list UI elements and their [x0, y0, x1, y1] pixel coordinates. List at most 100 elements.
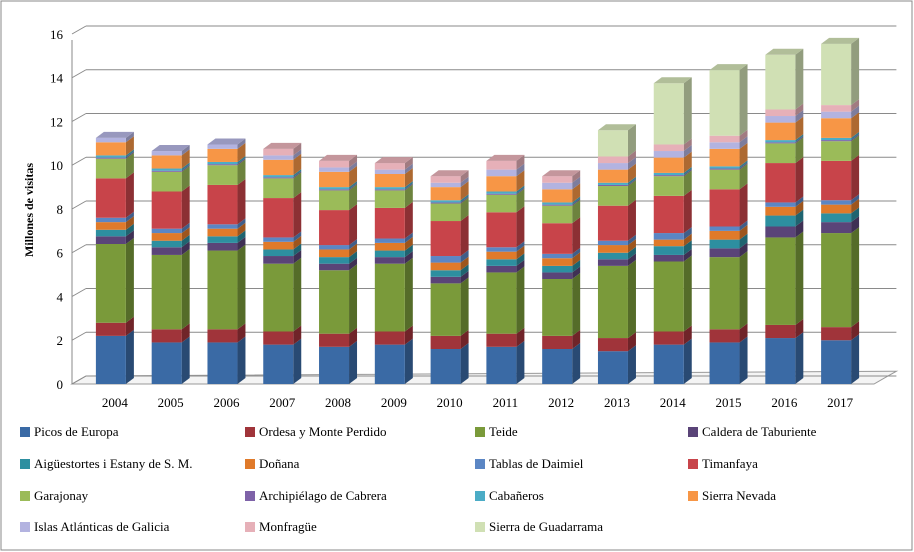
legend-swatch: [688, 459, 698, 469]
bar-segment: [653, 151, 684, 158]
bar-side: [683, 151, 692, 173]
bar-segment: [653, 144, 684, 152]
bar-segment: [151, 342, 182, 384]
bar-segment: [374, 187, 405, 190]
bar-side: [572, 266, 581, 279]
bar-side: [851, 131, 860, 141]
bar-segment: [151, 191, 182, 229]
legend-swatch: [475, 459, 485, 469]
bar-side: [125, 211, 134, 223]
bar-segment: [597, 252, 628, 260]
bar-segment: [207, 144, 238, 149]
bar-side: [739, 220, 748, 231]
y-tick-label: 6: [57, 246, 64, 261]
bar-segment: [597, 338, 628, 352]
bar-segment: [765, 122, 796, 141]
bar-segment: [486, 346, 517, 384]
bar-side: [795, 209, 804, 227]
legend-swatch: [245, 459, 255, 469]
bar-top: [263, 142, 302, 149]
bar-segment: [709, 226, 740, 231]
bar-segment: [151, 171, 182, 192]
bar-segment: [207, 329, 238, 343]
bar-side: [293, 169, 302, 178]
bar-side: [516, 185, 525, 194]
bar-segment: [653, 254, 684, 262]
bar-top: [709, 64, 748, 71]
bar-segment: [709, 342, 740, 384]
bar-side: [572, 252, 581, 266]
bar-segment: [542, 189, 573, 203]
bar-segment: [374, 257, 405, 264]
legend-label: Garajonay: [34, 488, 89, 503]
bar-segment: [207, 236, 238, 243]
bar-side: [237, 158, 246, 166]
bar-side: [460, 250, 469, 263]
y-tick-label: 12: [50, 114, 63, 129]
bar-segment: [207, 224, 238, 229]
bar-side: [739, 163, 748, 190]
bar-segment: [374, 189, 405, 191]
bar-segment: [765, 237, 796, 325]
bar-segment: [486, 272, 517, 334]
bar-side: [460, 270, 469, 284]
bar-segment: [151, 240, 182, 248]
legend-swatch: [20, 459, 30, 469]
bar-side: [627, 180, 636, 206]
bar-segment: [374, 250, 405, 258]
bar-side: [851, 154, 860, 201]
bar-side: [293, 231, 302, 242]
bar-segment: [95, 178, 126, 218]
grid-line-side: [71, 156, 87, 166]
bar-side: [627, 178, 636, 187]
bar-side: [460, 181, 469, 201]
bar-segment: [709, 168, 740, 170]
bar-side: [683, 169, 692, 177]
bar-side: [795, 318, 804, 339]
legend-swatch: [20, 427, 30, 437]
bar-side: [627, 246, 636, 260]
bar-segment: [95, 157, 126, 159]
bar-segment: [374, 238, 405, 243]
x-tick-label: 2007: [269, 395, 296, 410]
bar-segment: [821, 213, 852, 223]
bar-side: [293, 153, 302, 176]
bar-side: [572, 198, 581, 206]
bar-segment: [430, 221, 461, 257]
bar-segment: [821, 118, 852, 138]
bar-side: [349, 154, 358, 168]
x-tick-label: 2016: [771, 395, 798, 410]
x-tick-label: 2012: [548, 395, 574, 410]
bar-top: [95, 131, 134, 138]
bar-segment: [319, 249, 350, 258]
bar-segment: [430, 202, 461, 204]
bar-segment: [374, 174, 405, 188]
bar-side: [237, 138, 246, 149]
bar-side: [181, 185, 190, 229]
bar-segment: [430, 276, 461, 284]
bar-segment: [542, 258, 573, 266]
bar-segment: [709, 230, 740, 240]
bar-side: [460, 215, 469, 257]
bar-side: [125, 172, 134, 218]
bar-side: [851, 198, 860, 214]
bar-segment: [151, 155, 182, 169]
bar-segment: [765, 163, 796, 203]
bar-top: [430, 170, 469, 177]
bar-side: [404, 157, 413, 170]
grid-line-side: [71, 25, 87, 35]
bar-side: [349, 204, 358, 246]
bar-side: [683, 138, 692, 152]
bar-segment: [542, 223, 573, 254]
bar-segment: [765, 324, 796, 339]
bar-segment: [207, 165, 238, 185]
bar-segment: [486, 160, 517, 170]
bar-side: [572, 170, 581, 183]
bar-segment: [653, 175, 684, 177]
bar-top: [207, 138, 246, 145]
bar-segment: [263, 178, 294, 199]
bar-side: [349, 340, 358, 384]
bar-side: [516, 253, 525, 266]
bar-segment: [95, 244, 126, 323]
bar-side: [739, 162, 748, 170]
